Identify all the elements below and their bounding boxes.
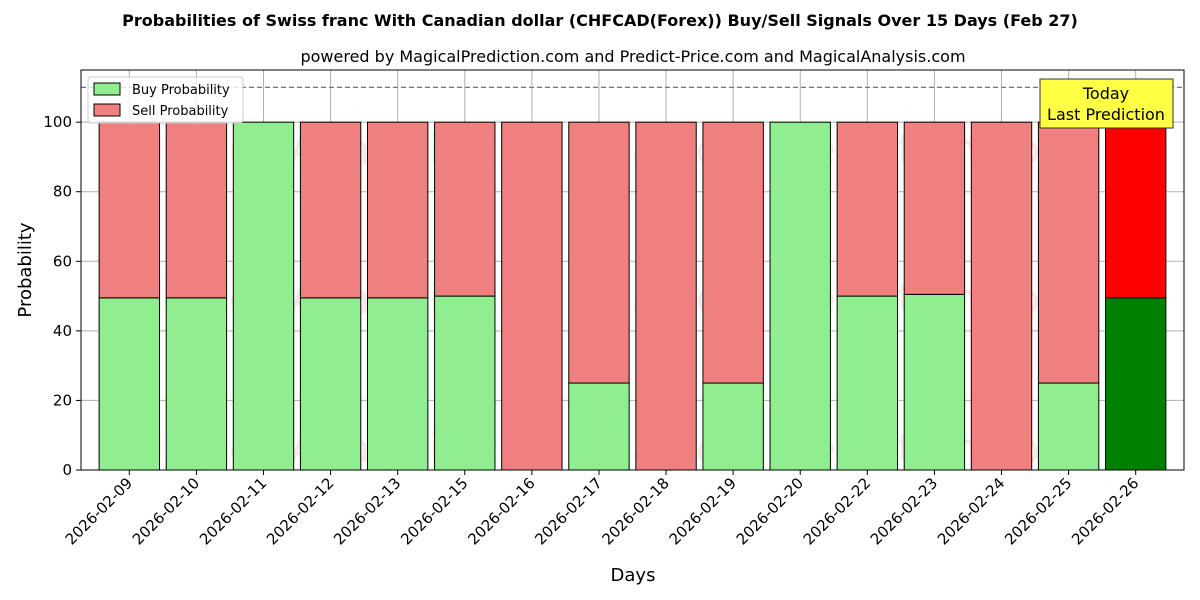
x-tick-label: 2026-02-23 bbox=[867, 474, 941, 548]
x-tick-label: 2026-02-18 bbox=[598, 474, 672, 548]
plot-area: MagicalAnalysis.comMagicalAnalysis.comMa… bbox=[43, 69, 1185, 548]
bar-buy bbox=[903, 293, 966, 471]
plot-frame bbox=[80, 69, 1185, 471]
bar-sell bbox=[299, 121, 362, 299]
annotation-box bbox=[1039, 78, 1174, 129]
x-tick-label: 2026-02-10 bbox=[129, 474, 203, 548]
y-tick-label: 100 bbox=[43, 113, 72, 131]
x-tick-label: 2026-02-15 bbox=[397, 474, 471, 548]
bar-sell bbox=[702, 121, 764, 384]
bar-sell bbox=[165, 121, 228, 299]
bar-sell bbox=[1105, 121, 1167, 299]
x-tick-label: 2026-02-26 bbox=[1068, 474, 1142, 548]
x-tick-label: 2026-02-09 bbox=[62, 474, 136, 548]
bar-buy bbox=[1105, 297, 1167, 471]
y-tick-label: 60 bbox=[53, 252, 72, 270]
x-tick-label: 2026-02-25 bbox=[1001, 474, 1075, 548]
bar-sell bbox=[98, 121, 160, 299]
y-tick-label: 0 bbox=[62, 461, 72, 479]
x-tick-label: 2026-02-20 bbox=[733, 474, 807, 548]
x-tick-label: 2026-02-22 bbox=[800, 474, 874, 548]
legend-box bbox=[87, 76, 244, 124]
x-tick-label: 2026-02-17 bbox=[531, 474, 605, 548]
bar-sell bbox=[635, 121, 697, 471]
x-tick-label: 2026-02-11 bbox=[196, 474, 270, 548]
bar-sell bbox=[568, 121, 630, 384]
chart-subtitle: powered by MagicalPrediction.com and Pre… bbox=[300, 47, 965, 66]
legend-swatch-sell bbox=[93, 103, 121, 117]
bar-buy bbox=[1037, 382, 1100, 471]
bar-sell bbox=[501, 121, 563, 471]
x-axis-label: Days bbox=[611, 565, 656, 586]
bar-sell bbox=[903, 121, 966, 295]
bar-buy bbox=[568, 382, 630, 471]
y-tick-label: 20 bbox=[53, 391, 72, 409]
bar-sell bbox=[434, 121, 496, 297]
legend-label-sell: Sell Probability bbox=[132, 104, 229, 119]
bar-buy bbox=[769, 121, 831, 471]
bar-buy bbox=[232, 121, 295, 471]
y-tick-label: 40 bbox=[53, 322, 72, 340]
y-axis-label: Probability bbox=[15, 222, 36, 317]
x-tick-label: 2026-02-12 bbox=[263, 474, 337, 548]
x-tick-label: 2026-02-16 bbox=[464, 474, 538, 548]
x-tick-label: 2026-02-13 bbox=[330, 474, 404, 548]
chart-title: Probabilities of Swiss franc With Canadi… bbox=[122, 11, 1078, 30]
annotation-line-1: Today bbox=[1082, 84, 1129, 103]
legend-label-buy: Buy Probability bbox=[132, 83, 230, 98]
bar-buy bbox=[165, 297, 228, 471]
annotation-line-2: Last Prediction bbox=[1047, 105, 1165, 124]
bar-sell bbox=[836, 121, 899, 297]
bar-sell bbox=[366, 121, 429, 299]
today-annotation: Today Last Prediction bbox=[1039, 78, 1174, 129]
bar-sell bbox=[1037, 121, 1100, 384]
bar-sell bbox=[970, 121, 1033, 471]
legend-swatch-buy bbox=[93, 82, 121, 96]
y-tick-label: 80 bbox=[53, 183, 72, 201]
legend: Buy Probability Sell Probability bbox=[87, 76, 244, 124]
bar-buy bbox=[434, 295, 496, 471]
x-tick-label: 2026-02-19 bbox=[666, 474, 740, 548]
x-tick-label: 2026-02-24 bbox=[934, 474, 1008, 548]
bar-buy bbox=[366, 297, 429, 471]
bar-buy bbox=[98, 297, 160, 471]
bar-buy bbox=[836, 295, 899, 471]
bar-buy bbox=[702, 382, 764, 471]
bar-buy bbox=[299, 297, 362, 471]
